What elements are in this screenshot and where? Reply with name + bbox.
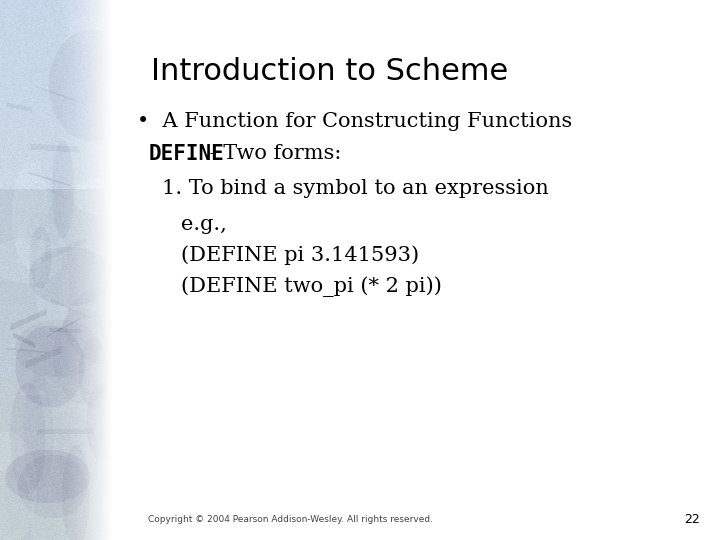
Text: 1. To bind a symbol to an expression: 1. To bind a symbol to an expression bbox=[162, 179, 549, 199]
Text: (DEFINE pi 3.141593): (DEFINE pi 3.141593) bbox=[181, 246, 420, 265]
Text: - Two forms:: - Two forms: bbox=[203, 144, 341, 164]
Text: Introduction to Scheme: Introduction to Scheme bbox=[151, 57, 508, 86]
Text: e.g.,: e.g., bbox=[181, 214, 228, 234]
Text: Copyright © 2004 Pearson Addison-Wesley. All rights reserved.: Copyright © 2004 Pearson Addison-Wesley.… bbox=[148, 515, 433, 524]
Text: DEFINE: DEFINE bbox=[149, 144, 225, 164]
Text: 22: 22 bbox=[684, 513, 700, 526]
Text: (DEFINE two_pi (* 2 pi)): (DEFINE two_pi (* 2 pi)) bbox=[181, 276, 442, 297]
Text: •  A Function for Constructing Functions: • A Function for Constructing Functions bbox=[137, 112, 572, 131]
